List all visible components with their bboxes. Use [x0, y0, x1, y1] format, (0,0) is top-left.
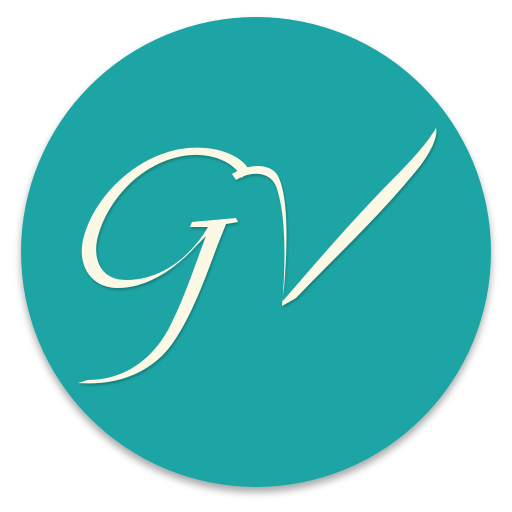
gv-monogram-logo — [21, 17, 491, 487]
app-icon — [21, 17, 491, 487]
